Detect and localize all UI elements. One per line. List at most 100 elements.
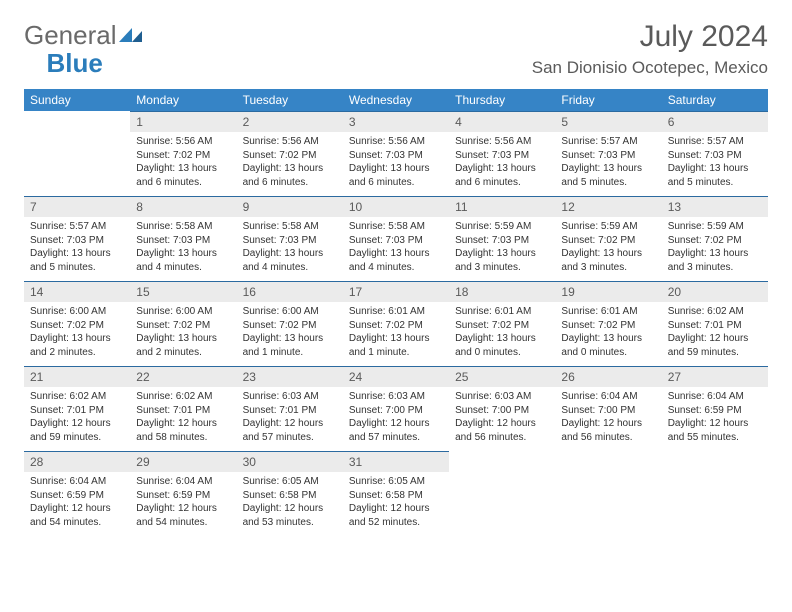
day-body: Sunrise: 5:58 AMSunset: 7:03 PMDaylight:… [237, 217, 343, 280]
calendar-cell: 22Sunrise: 6:02 AMSunset: 7:01 PMDayligh… [130, 366, 236, 451]
sunrise-line: Sunrise: 5:59 AM [455, 220, 549, 234]
day-body: Sunrise: 6:03 AMSunset: 7:00 PMDaylight:… [343, 387, 449, 450]
daylight-line: Daylight: 12 hours and 54 minutes. [136, 502, 230, 529]
sunset-line: Sunset: 6:58 PM [243, 489, 337, 503]
sunset-line: Sunset: 6:59 PM [668, 404, 762, 418]
sunset-line: Sunset: 7:00 PM [561, 404, 655, 418]
day-number: 1 [130, 111, 236, 132]
logo-icon [119, 20, 145, 51]
day-number: 13 [662, 196, 768, 217]
sunrise-line: Sunrise: 5:57 AM [561, 135, 655, 149]
sunrise-line: Sunrise: 5:57 AM [30, 220, 124, 234]
sunset-line: Sunset: 6:59 PM [136, 489, 230, 503]
day-body: Sunrise: 6:02 AMSunset: 7:01 PMDaylight:… [24, 387, 130, 450]
sunrise-line: Sunrise: 6:01 AM [561, 305, 655, 319]
calendar-cell: 26Sunrise: 6:04 AMSunset: 7:00 PMDayligh… [555, 366, 661, 451]
day-body: Sunrise: 6:01 AMSunset: 7:02 PMDaylight:… [449, 302, 555, 365]
sunset-line: Sunset: 7:01 PM [243, 404, 337, 418]
calendar-cell: 15Sunrise: 6:00 AMSunset: 7:02 PMDayligh… [130, 281, 236, 366]
day-number: 3 [343, 111, 449, 132]
day-number: 2 [237, 111, 343, 132]
day-number: 10 [343, 196, 449, 217]
calendar-cell: 8Sunrise: 5:58 AMSunset: 7:03 PMDaylight… [130, 196, 236, 281]
daylight-line: Daylight: 12 hours and 59 minutes. [30, 417, 124, 444]
daylight-line: Daylight: 12 hours and 59 minutes. [668, 332, 762, 359]
day-body: Sunrise: 6:00 AMSunset: 7:02 PMDaylight:… [237, 302, 343, 365]
sunset-line: Sunset: 7:02 PM [561, 319, 655, 333]
calendar-cell: 12Sunrise: 5:59 AMSunset: 7:02 PMDayligh… [555, 196, 661, 281]
sunrise-line: Sunrise: 5:58 AM [349, 220, 443, 234]
calendar-week-row: 28Sunrise: 6:04 AMSunset: 6:59 PMDayligh… [24, 451, 768, 536]
calendar-cell: 1Sunrise: 5:56 AMSunset: 7:02 PMDaylight… [130, 111, 236, 196]
sunset-line: Sunset: 7:03 PM [455, 234, 549, 248]
sunrise-line: Sunrise: 5:58 AM [243, 220, 337, 234]
daylight-line: Daylight: 12 hours and 56 minutes. [561, 417, 655, 444]
daylight-line: Daylight: 13 hours and 2 minutes. [136, 332, 230, 359]
day-number: 22 [130, 366, 236, 387]
sunrise-line: Sunrise: 6:02 AM [668, 305, 762, 319]
sunset-line: Sunset: 7:02 PM [30, 319, 124, 333]
sunrise-line: Sunrise: 6:00 AM [30, 305, 124, 319]
logo-text-blue: Blue [47, 48, 103, 79]
sunrise-line: Sunrise: 5:56 AM [136, 135, 230, 149]
sunset-line: Sunset: 7:03 PM [136, 234, 230, 248]
day-number: 12 [555, 196, 661, 217]
sunset-line: Sunset: 7:03 PM [561, 149, 655, 163]
sunrise-line: Sunrise: 6:04 AM [30, 475, 124, 489]
calendar-cell: 16Sunrise: 6:00 AMSunset: 7:02 PMDayligh… [237, 281, 343, 366]
sunrise-line: Sunrise: 5:58 AM [136, 220, 230, 234]
calendar-cell: 4Sunrise: 5:56 AMSunset: 7:03 PMDaylight… [449, 111, 555, 196]
daylight-line: Daylight: 13 hours and 6 minutes. [349, 162, 443, 189]
calendar-cell: 13Sunrise: 5:59 AMSunset: 7:02 PMDayligh… [662, 196, 768, 281]
daylight-line: Daylight: 12 hours and 57 minutes. [243, 417, 337, 444]
day-number: 14 [24, 281, 130, 302]
day-number: 25 [449, 366, 555, 387]
daylight-line: Daylight: 13 hours and 2 minutes. [30, 332, 124, 359]
weekday-header: Wednesday [343, 89, 449, 111]
day-body: Sunrise: 6:01 AMSunset: 7:02 PMDaylight:… [343, 302, 449, 365]
sunrise-line: Sunrise: 5:57 AM [668, 135, 762, 149]
sunrise-line: Sunrise: 6:01 AM [349, 305, 443, 319]
sunset-line: Sunset: 7:02 PM [349, 319, 443, 333]
day-body: Sunrise: 6:04 AMSunset: 6:59 PMDaylight:… [130, 472, 236, 535]
daylight-line: Daylight: 13 hours and 3 minutes. [668, 247, 762, 274]
sunset-line: Sunset: 7:03 PM [30, 234, 124, 248]
calendar-cell [662, 451, 768, 536]
daylight-line: Daylight: 13 hours and 6 minutes. [455, 162, 549, 189]
day-number: 4 [449, 111, 555, 132]
day-number: 24 [343, 366, 449, 387]
day-number: 30 [237, 451, 343, 472]
sunset-line: Sunset: 7:02 PM [243, 319, 337, 333]
sunset-line: Sunset: 7:02 PM [455, 319, 549, 333]
sunrise-line: Sunrise: 6:01 AM [455, 305, 549, 319]
calendar-cell: 20Sunrise: 6:02 AMSunset: 7:01 PMDayligh… [662, 281, 768, 366]
calendar-cell: 11Sunrise: 5:59 AMSunset: 7:03 PMDayligh… [449, 196, 555, 281]
sunset-line: Sunset: 7:00 PM [455, 404, 549, 418]
day-body: Sunrise: 6:02 AMSunset: 7:01 PMDaylight:… [130, 387, 236, 450]
day-body: Sunrise: 5:56 AMSunset: 7:02 PMDaylight:… [130, 132, 236, 195]
calendar-cell [24, 111, 130, 196]
day-body: Sunrise: 6:04 AMSunset: 6:59 PMDaylight:… [24, 472, 130, 535]
daylight-line: Daylight: 13 hours and 5 minutes. [30, 247, 124, 274]
calendar-cell: 3Sunrise: 5:56 AMSunset: 7:03 PMDaylight… [343, 111, 449, 196]
day-body: Sunrise: 6:00 AMSunset: 7:02 PMDaylight:… [130, 302, 236, 365]
daylight-line: Daylight: 13 hours and 6 minutes. [136, 162, 230, 189]
calendar-cell: 9Sunrise: 5:58 AMSunset: 7:03 PMDaylight… [237, 196, 343, 281]
calendar-week-row: 14Sunrise: 6:00 AMSunset: 7:02 PMDayligh… [24, 281, 768, 366]
logo-text-general: General [24, 20, 117, 51]
day-body: Sunrise: 6:00 AMSunset: 7:02 PMDaylight:… [24, 302, 130, 365]
calendar-week-row: 7Sunrise: 5:57 AMSunset: 7:03 PMDaylight… [24, 196, 768, 281]
calendar-cell: 25Sunrise: 6:03 AMSunset: 7:00 PMDayligh… [449, 366, 555, 451]
calendar-cell: 18Sunrise: 6:01 AMSunset: 7:02 PMDayligh… [449, 281, 555, 366]
calendar-cell: 28Sunrise: 6:04 AMSunset: 6:59 PMDayligh… [24, 451, 130, 536]
daylight-line: Daylight: 12 hours and 58 minutes. [136, 417, 230, 444]
daylight-line: Daylight: 12 hours and 56 minutes. [455, 417, 549, 444]
sunset-line: Sunset: 7:02 PM [561, 234, 655, 248]
calendar-cell: 14Sunrise: 6:00 AMSunset: 7:02 PMDayligh… [24, 281, 130, 366]
weekday-header: Friday [555, 89, 661, 111]
day-number: 19 [555, 281, 661, 302]
sunrise-line: Sunrise: 6:04 AM [136, 475, 230, 489]
sunrise-line: Sunrise: 5:56 AM [455, 135, 549, 149]
calendar-cell: 24Sunrise: 6:03 AMSunset: 7:00 PMDayligh… [343, 366, 449, 451]
day-body: Sunrise: 5:59 AMSunset: 7:02 PMDaylight:… [555, 217, 661, 280]
